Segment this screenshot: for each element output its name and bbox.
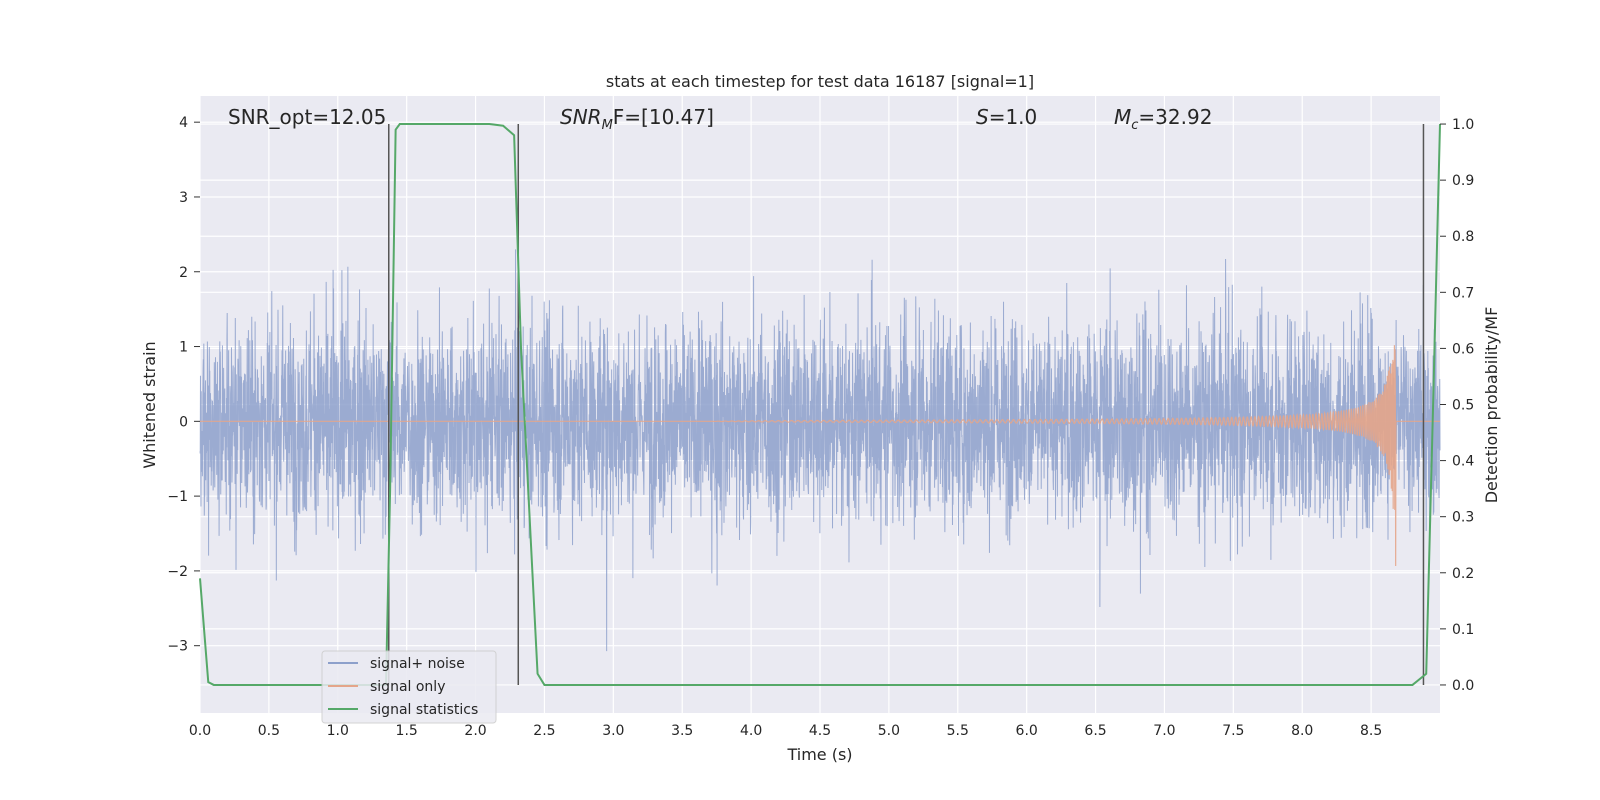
annotation-mc: Mc=32.92 (1114, 105, 1212, 133)
y-tick-label: 0 (179, 414, 188, 430)
annotation-snr-opt: SNR_opt=12.05 (228, 105, 386, 129)
x-tick-label: 7.5 (1222, 723, 1244, 739)
x-tick-label: 2.5 (533, 723, 555, 739)
y-tick-label: −3 (167, 639, 188, 655)
y2-tick-label: 0.6 (1452, 341, 1474, 357)
y2-tick-label: 0.4 (1452, 454, 1474, 470)
x-tick-label: 0.0 (189, 723, 211, 739)
y2-tick-label: 0.1 (1452, 622, 1474, 638)
x-axis-label: Time (s) (786, 745, 852, 764)
y-tick-label: 1 (179, 340, 188, 356)
y2-tick-label: 0.2 (1452, 566, 1474, 582)
y-tick-label: −2 (167, 564, 188, 580)
y-tick-label: 4 (179, 115, 188, 131)
x-tick-label: 6.0 (1016, 723, 1038, 739)
x-tick-label: 4.0 (740, 723, 762, 739)
x-tick-label: 1.5 (396, 723, 418, 739)
x-tick-label: 8.0 (1291, 723, 1313, 739)
y2-tick-label: 0.8 (1452, 229, 1474, 245)
annotation-mc-italic: M (1114, 105, 1131, 129)
chart-title: stats at each timestep for test data 161… (606, 72, 1034, 91)
signal-noise-line (199, 249, 1441, 652)
x-tick-label: 6.5 (1084, 723, 1106, 739)
y-tick-labels: −3 −2 −1 0 1 2 3 4 (167, 115, 200, 655)
y2-tick-label: 0.3 (1452, 510, 1474, 526)
x-tick-label: 7.0 (1153, 723, 1175, 739)
x-tick-label: 5.0 (878, 723, 900, 739)
legend-label-signal-only: signal only (370, 679, 445, 695)
annotation-s-italic: S (976, 105, 989, 129)
annotation-s-value: =1.0 (989, 105, 1038, 129)
x-tick-label: 3.0 (602, 723, 624, 739)
x-tick-label: 4.5 (809, 723, 831, 739)
x-tick-label: 3.5 (671, 723, 693, 739)
x-tick-label: 1.0 (327, 723, 349, 739)
x-tick-label: 0.5 (258, 723, 280, 739)
legend-box (321, 650, 497, 724)
y-tick-label: −1 (167, 489, 188, 505)
x-tick-label: 5.5 (947, 723, 969, 739)
annotation-snr-mf-main: SNR (560, 105, 602, 129)
y2-axis-label: Detection probability/MF (1482, 307, 1501, 504)
annotation-mc-value: =32.92 (1138, 105, 1212, 129)
annotation-snr-mf: SNRMF=[10.47] (560, 105, 714, 133)
y2-tick-label: 1.0 (1452, 117, 1474, 133)
x-tick-label: 8.5 (1360, 723, 1382, 739)
annotation-s: S=1.0 (976, 105, 1037, 129)
y2-tick-label: 0.7 (1452, 285, 1474, 301)
series-signal-only (200, 345, 1440, 567)
y-tick-label: 2 (179, 265, 188, 281)
series-signal-noise (199, 249, 1441, 652)
signal-only-line (200, 345, 1440, 567)
legend-label-signal-noise: signal+ noise (370, 656, 465, 672)
x-tick-labels: 0.0 0.5 1.0 1.5 2.0 2.5 3.0 3.5 4.0 4.5 5.0 5.5 6.0 6… (189, 723, 1382, 739)
y2-tick-label: 0.9 (1452, 173, 1474, 189)
annotation-mc-sub: c (1131, 118, 1138, 133)
y2-tick-label: 0.0 (1452, 678, 1474, 694)
x-tick-label: 2.0 (464, 723, 486, 739)
y2-tick-label: 0.5 (1452, 398, 1474, 414)
y2-tick-labels: 0.0 0.1 0.2 0.3 0.4 0.5 0.6 0.7 0.8 0.9 1.0 (1440, 117, 1474, 694)
y-axis-label: Whitened strain (140, 341, 159, 468)
legend: signal+ noise signal only signal statist… (321, 650, 497, 724)
y-tick-label: 3 (179, 190, 188, 206)
annotation-snr-mf-rest: F=[10.47] (613, 105, 714, 129)
annotation-snr-mf-sub: M (602, 118, 613, 133)
legend-label-signal-statistics: signal statistics (370, 702, 478, 718)
